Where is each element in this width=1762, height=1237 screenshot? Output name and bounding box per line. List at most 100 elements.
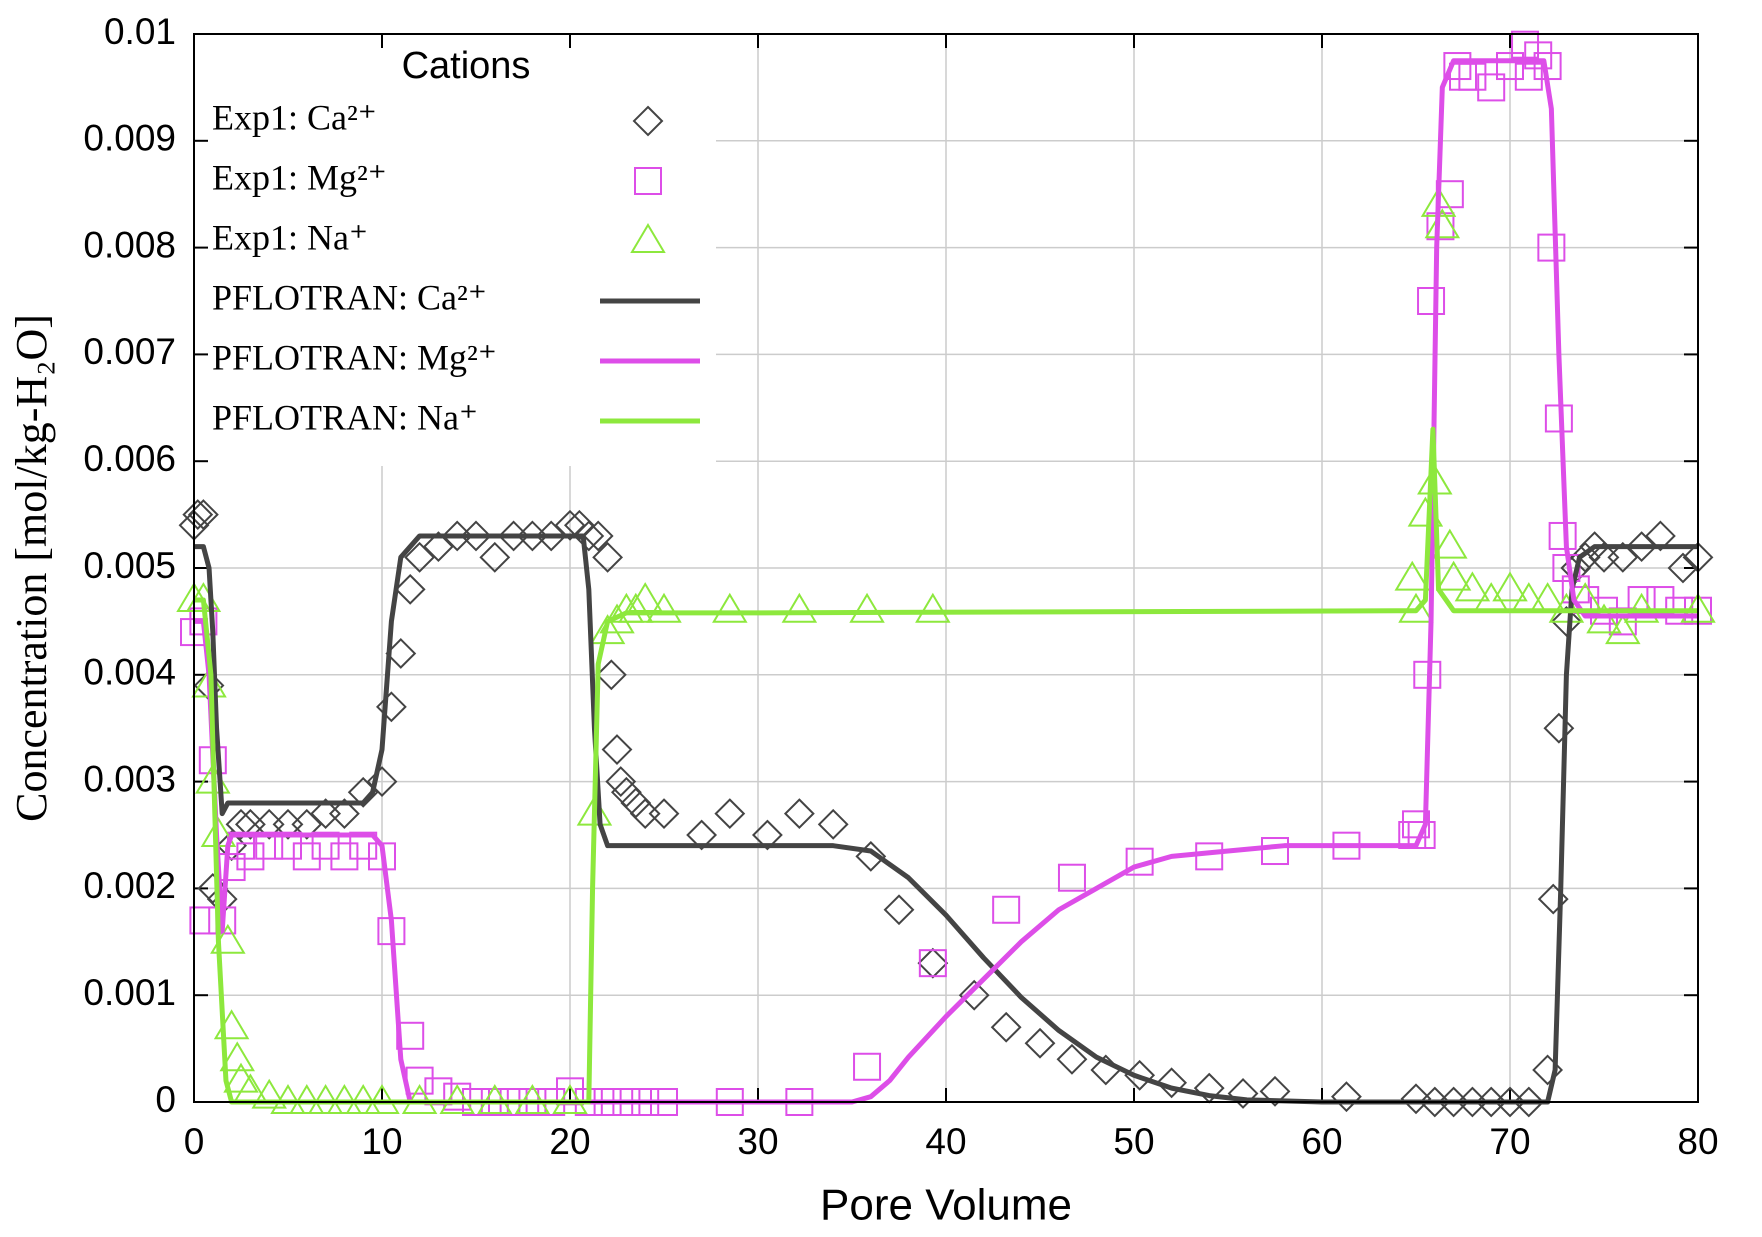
data-point [1605,614,1641,645]
legend-swatch [634,167,662,195]
data-point [1667,552,1699,584]
x-tick-label: 80 [1677,1121,1718,1162]
data-line [194,58,1698,1105]
data-point [535,520,567,552]
data-point [394,573,426,605]
data-point [573,520,605,552]
data-point [990,1011,1022,1043]
data-point [1227,1078,1259,1109]
data-point [589,614,626,645]
data-point [853,1052,882,1081]
data-point [1548,521,1577,550]
data-point [1626,531,1658,563]
y-tick-label: 0 [155,1079,176,1120]
data-point [1492,571,1528,602]
data-point [849,592,885,623]
data-point [1524,41,1553,70]
x-tick-label: 10 [361,1121,402,1162]
data-point [1513,1086,1545,1118]
y-tick-label: 0.006 [83,438,176,479]
data-point [1195,842,1224,871]
data-point [1443,52,1472,81]
data-point [1024,1027,1056,1059]
x-tick-label: 20 [549,1121,590,1162]
data-point [1514,62,1543,91]
data-point [751,819,783,851]
data-point [781,592,818,623]
data-point [714,798,746,830]
data-point [1124,1059,1156,1091]
y-tick-label: 0.007 [83,331,176,372]
y-tick-label: 0.008 [83,224,176,265]
y-tick-label: 0.002 [83,865,176,906]
data-point [422,531,454,563]
legend-background [196,36,716,466]
data-point [1056,1043,1088,1075]
data-point [1454,571,1491,602]
data-point [291,808,323,840]
legend-swatch [630,223,666,253]
data-point [915,592,951,623]
data-point [1156,1067,1188,1099]
data-point [1477,73,1506,102]
y-tick-label: 0.01 [104,11,176,52]
x-tick-label: 70 [1489,1121,1530,1162]
data-line [194,426,1698,1105]
legend-label: Exp1: Na⁺ [212,217,368,257]
data-point [225,808,257,840]
data-point [479,541,511,573]
data-point [1402,810,1430,839]
x-tick-label: 30 [737,1121,778,1162]
data-point [1435,560,1472,591]
data-point [629,798,661,830]
legend-swatch [632,105,664,137]
data-point [1432,528,1468,559]
data-point [917,947,949,979]
data-point [405,1066,434,1095]
data-point [958,979,990,1011]
x-axis-label: Pore Volume [820,1181,1072,1230]
data-point [883,894,915,926]
data-point [236,842,265,871]
data-point [375,691,407,723]
data-point [582,520,614,552]
data-point [251,1078,287,1109]
data-point [992,895,1021,924]
data-point [292,842,321,871]
plot-frame [193,33,1699,1103]
data-point [1543,712,1575,744]
data-point [1057,863,1086,892]
data-point [1424,208,1461,239]
x-tick-label: 0 [184,1121,205,1162]
data-point [1607,541,1639,573]
data-point [330,842,359,871]
data-point [443,1082,472,1111]
legend-label: Exp1: Ca²⁺ [212,97,377,137]
legend-label: PFLOTRAN: Ca²⁺ [212,277,487,317]
data-point [404,541,436,573]
legend-label: Exp1: Mg²⁺ [212,157,387,197]
data-point [1259,1075,1291,1107]
data-point [817,808,849,840]
y-axis-label: Concentration [mol/kg-H₂O] [7,314,56,822]
data-point [648,798,680,830]
y-tick-label: 0.005 [83,545,176,586]
data-point [328,798,360,830]
data-point [366,766,398,798]
legend-label: PFLOTRAN: Na⁺ [212,397,478,437]
data-point [1400,1083,1432,1115]
y-tick-label: 0.004 [83,652,176,693]
x-tick-label: 50 [1113,1121,1154,1162]
y-tick-label: 0.009 [83,118,176,159]
data-point [918,949,947,978]
data-point [1426,212,1455,241]
data-point [1398,592,1434,623]
y-tick-label: 0.003 [83,758,176,799]
data-point [1586,603,1622,634]
data-point [554,509,586,541]
data-point [1550,605,1582,637]
data-point [618,592,654,623]
data-point [595,659,627,691]
data-point [601,734,633,765]
